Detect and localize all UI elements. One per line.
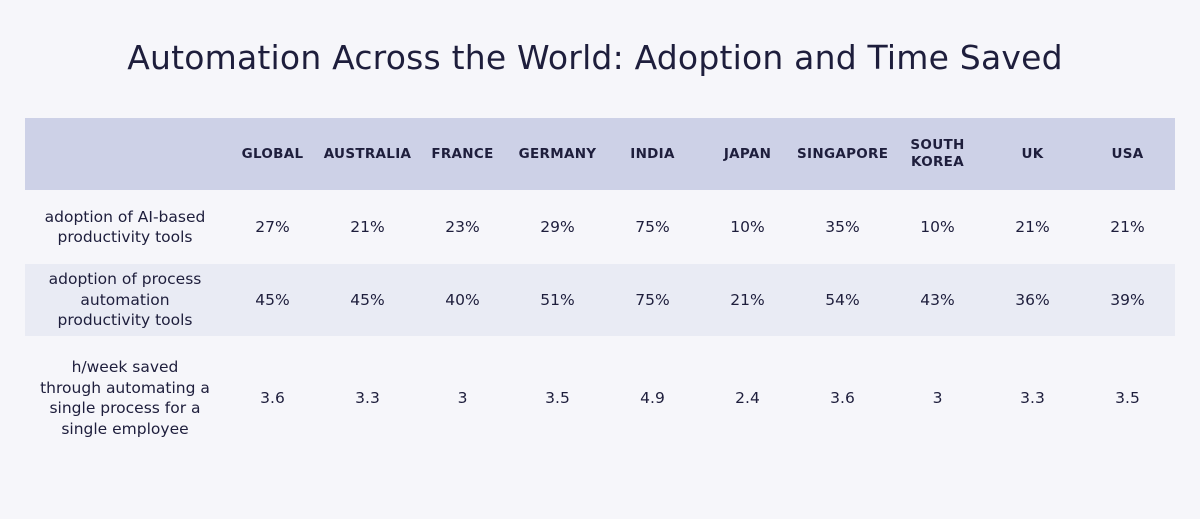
column-header: USA: [1111, 145, 1144, 162]
chart-title: Automation Across the World: Adoption an…: [127, 38, 1063, 77]
table-cell: 45%: [350, 291, 385, 309]
table-cell: 40%: [445, 291, 480, 309]
table-cell: 2.4: [735, 389, 760, 407]
table-cell: 21%: [730, 291, 765, 309]
column-header: GLOBAL: [241, 145, 304, 162]
data-table-container: GLOBAL AUSTRALIA FRANCE GERMANY INDIA JA…: [25, 118, 1175, 460]
table-cell: 3: [457, 389, 468, 407]
column-header: AUSTRALIA: [323, 145, 412, 162]
row-label: adoption of process automation productiv…: [48, 270, 202, 330]
table-cell: 75%: [635, 291, 670, 309]
column-header: SOUTH KOREA: [910, 137, 965, 170]
table-cell: 21%: [1110, 218, 1145, 236]
table-row: adoption of AI-based productivity tools …: [25, 190, 1175, 264]
table-cell: 39%: [1110, 291, 1145, 309]
column-header: JAPAN: [723, 145, 772, 162]
table-cell: 21%: [1015, 218, 1050, 236]
table-cell: 3.5: [545, 389, 570, 407]
table-cell: 27%: [255, 218, 290, 236]
table-cell: 75%: [635, 218, 670, 236]
column-header: FRANCE: [431, 145, 494, 162]
table-row: adoption of process automation productiv…: [25, 264, 1175, 336]
table-cell: 3.5: [1115, 389, 1140, 407]
table-cell: 43%: [920, 291, 955, 309]
table-cell: 51%: [540, 291, 575, 309]
column-header: SINGAPORE: [797, 145, 889, 162]
table-cell: 10%: [730, 218, 765, 236]
column-header: UK: [1021, 145, 1044, 162]
table-cell: 35%: [825, 218, 860, 236]
table-row: h/week saved through automating a single…: [25, 336, 1175, 460]
table-cell: 23%: [445, 218, 480, 236]
table-cell: 4.9: [640, 389, 665, 407]
table-cell: 3: [932, 389, 943, 407]
data-table: GLOBAL AUSTRALIA FRANCE GERMANY INDIA JA…: [25, 118, 1175, 460]
table-cell: 10%: [920, 218, 955, 236]
table-cell: 54%: [825, 291, 860, 309]
table-cell: 3.3: [1020, 389, 1045, 407]
table-cell: 3.6: [830, 389, 855, 407]
table-cell: 29%: [540, 218, 575, 236]
header-empty-cell: [25, 118, 225, 190]
row-label: adoption of AI-based productivity tools: [44, 207, 206, 247]
table-cell: 3.6: [260, 389, 285, 407]
column-header: INDIA: [630, 145, 675, 162]
column-header: GERMANY: [518, 145, 597, 162]
row-label: h/week saved through automating a single…: [40, 358, 210, 438]
table-cell: 36%: [1015, 291, 1050, 309]
table-cell: 21%: [350, 218, 385, 236]
table-header-row: GLOBAL AUSTRALIA FRANCE GERMANY INDIA JA…: [25, 118, 1175, 190]
table-cell: 3.3: [355, 389, 380, 407]
table-cell: 45%: [255, 291, 290, 309]
